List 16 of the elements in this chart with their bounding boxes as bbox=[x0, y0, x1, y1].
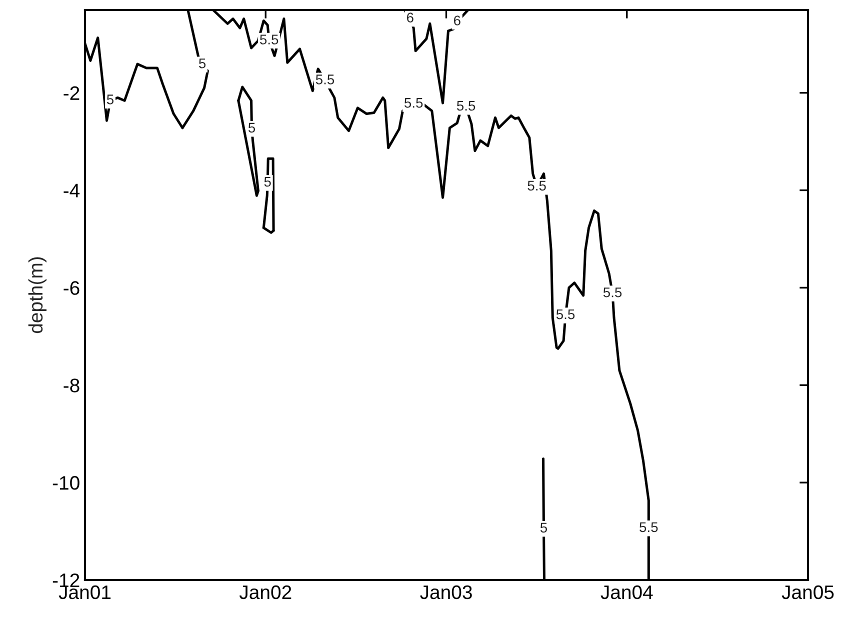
x-tick-label: Jan04 bbox=[600, 585, 653, 600]
x-tick-label: Jan02 bbox=[239, 585, 292, 600]
x-tick-label: Jan05 bbox=[782, 585, 834, 600]
y-tick-label: -4 bbox=[64, 184, 80, 198]
annotation: 5.5 bbox=[260, 34, 278, 44]
y-tick-label: -12 bbox=[52, 573, 80, 588]
annotation: 5.5 bbox=[528, 180, 546, 191]
y-axis-title: depth(m) bbox=[28, 257, 46, 334]
y-tick-label: -8 bbox=[64, 378, 80, 392]
x-tick-label: Jan01 bbox=[58, 585, 111, 600]
annotation: 5.5 bbox=[640, 522, 658, 532]
x-tick-label: Jan03 bbox=[420, 585, 472, 600]
annotation: 5.5 bbox=[316, 74, 334, 84]
y-tick-label: -10 bbox=[52, 476, 80, 490]
y-tick-label: -6 bbox=[64, 281, 80, 295]
y-tick-label: -2 bbox=[64, 86, 80, 100]
